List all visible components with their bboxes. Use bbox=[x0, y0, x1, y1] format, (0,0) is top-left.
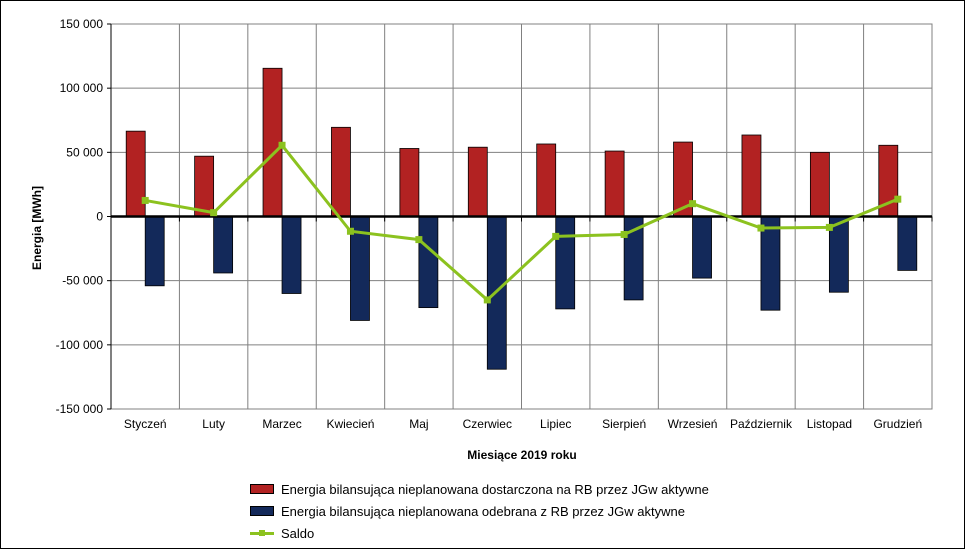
zero-axis bbox=[110, 215, 933, 222]
x-tick-labels: Styczeń Luty Marzec Kwiecień Maj Czerwiec Lipi… bbox=[124, 417, 922, 431]
bar-supplied bbox=[331, 126, 351, 217]
y-tick-label: -50 000 bbox=[62, 274, 103, 288]
legend: Energia bilansująca nieplanowana dostarc… bbox=[250, 478, 709, 544]
bar-received bbox=[144, 216, 165, 287]
x-tick-label: Styczeń bbox=[124, 417, 167, 431]
bars bbox=[125, 67, 918, 370]
x-tick-label: Czerwiec bbox=[463, 417, 512, 431]
saldo-point bbox=[141, 196, 149, 204]
x-tick-label: Październik bbox=[730, 417, 793, 431]
saldo-point bbox=[825, 223, 833, 231]
x-tick-label: Grudzień bbox=[873, 417, 922, 431]
saldo-line bbox=[141, 141, 902, 304]
legend-swatch-saldo bbox=[250, 529, 274, 537]
bar-received bbox=[897, 216, 918, 271]
bar-received bbox=[418, 216, 439, 309]
saldo-point bbox=[278, 141, 286, 149]
legend-item-saldo: Saldo bbox=[250, 522, 709, 544]
y-tick-label: 150 000 bbox=[60, 17, 104, 31]
y-tick-label: 100 000 bbox=[60, 81, 104, 95]
x-tick-label: Wrzesień bbox=[668, 417, 718, 431]
y-tick-label: 0 bbox=[96, 210, 103, 224]
bar-received bbox=[281, 216, 302, 294]
legend-swatch-supplied bbox=[250, 484, 274, 494]
bar-received bbox=[692, 216, 712, 279]
bar-supplied bbox=[194, 155, 215, 217]
saldo-point bbox=[210, 209, 218, 217]
legend-label-saldo: Saldo bbox=[281, 525, 315, 541]
x-tick-label: Luty bbox=[202, 417, 225, 431]
x-tick-label: Kwiecień bbox=[326, 417, 374, 431]
bar-supplied bbox=[536, 143, 557, 217]
legend-swatch-received bbox=[250, 506, 274, 516]
y-axis-title: Energia [MWh] bbox=[30, 186, 44, 270]
y-tick-label: -100 000 bbox=[56, 338, 104, 352]
saldo-point bbox=[894, 195, 902, 203]
y-tick-label: -150 000 bbox=[56, 402, 104, 416]
saldo-point bbox=[483, 296, 491, 304]
saldo-point bbox=[415, 236, 423, 244]
x-axis-title: Miesiące 2019 roku bbox=[467, 448, 576, 462]
saldo-polyline bbox=[144, 143, 899, 302]
bar-received bbox=[213, 216, 234, 274]
x-tick-label: Sierpień bbox=[602, 417, 646, 431]
x-tick-label: Listopad bbox=[807, 417, 852, 431]
saldo-point bbox=[757, 224, 765, 232]
y-tick-label: 50 000 bbox=[66, 145, 103, 159]
bar-supplied bbox=[604, 150, 625, 217]
bar-supplied bbox=[399, 148, 420, 217]
x-tick-label: Marzec bbox=[262, 417, 301, 431]
x-tick-label: Lipiec bbox=[540, 417, 571, 431]
legend-item-supplied: Energia bilansująca nieplanowana dostarc… bbox=[250, 478, 709, 500]
legend-label-supplied: Energia bilansująca nieplanowana dostarc… bbox=[281, 481, 709, 497]
saldo-point bbox=[346, 227, 354, 235]
y-tick-labels: 150 000 100 000 50 000 0 -50 000 -100 000 -150… bbox=[56, 17, 104, 416]
bar-supplied bbox=[809, 151, 830, 217]
legend-label-received: Energia bilansująca nieplanowana odebran… bbox=[281, 503, 685, 519]
bar-received bbox=[555, 216, 576, 310]
bar-supplied bbox=[741, 134, 762, 217]
legend-item-received: Energia bilansująca nieplanowana odebran… bbox=[250, 500, 709, 522]
bar-supplied bbox=[467, 146, 488, 217]
x-tick-label: Maj bbox=[409, 417, 428, 431]
saldo-point bbox=[689, 200, 697, 208]
saldo-point bbox=[620, 230, 628, 238]
saldo-point bbox=[552, 232, 560, 240]
